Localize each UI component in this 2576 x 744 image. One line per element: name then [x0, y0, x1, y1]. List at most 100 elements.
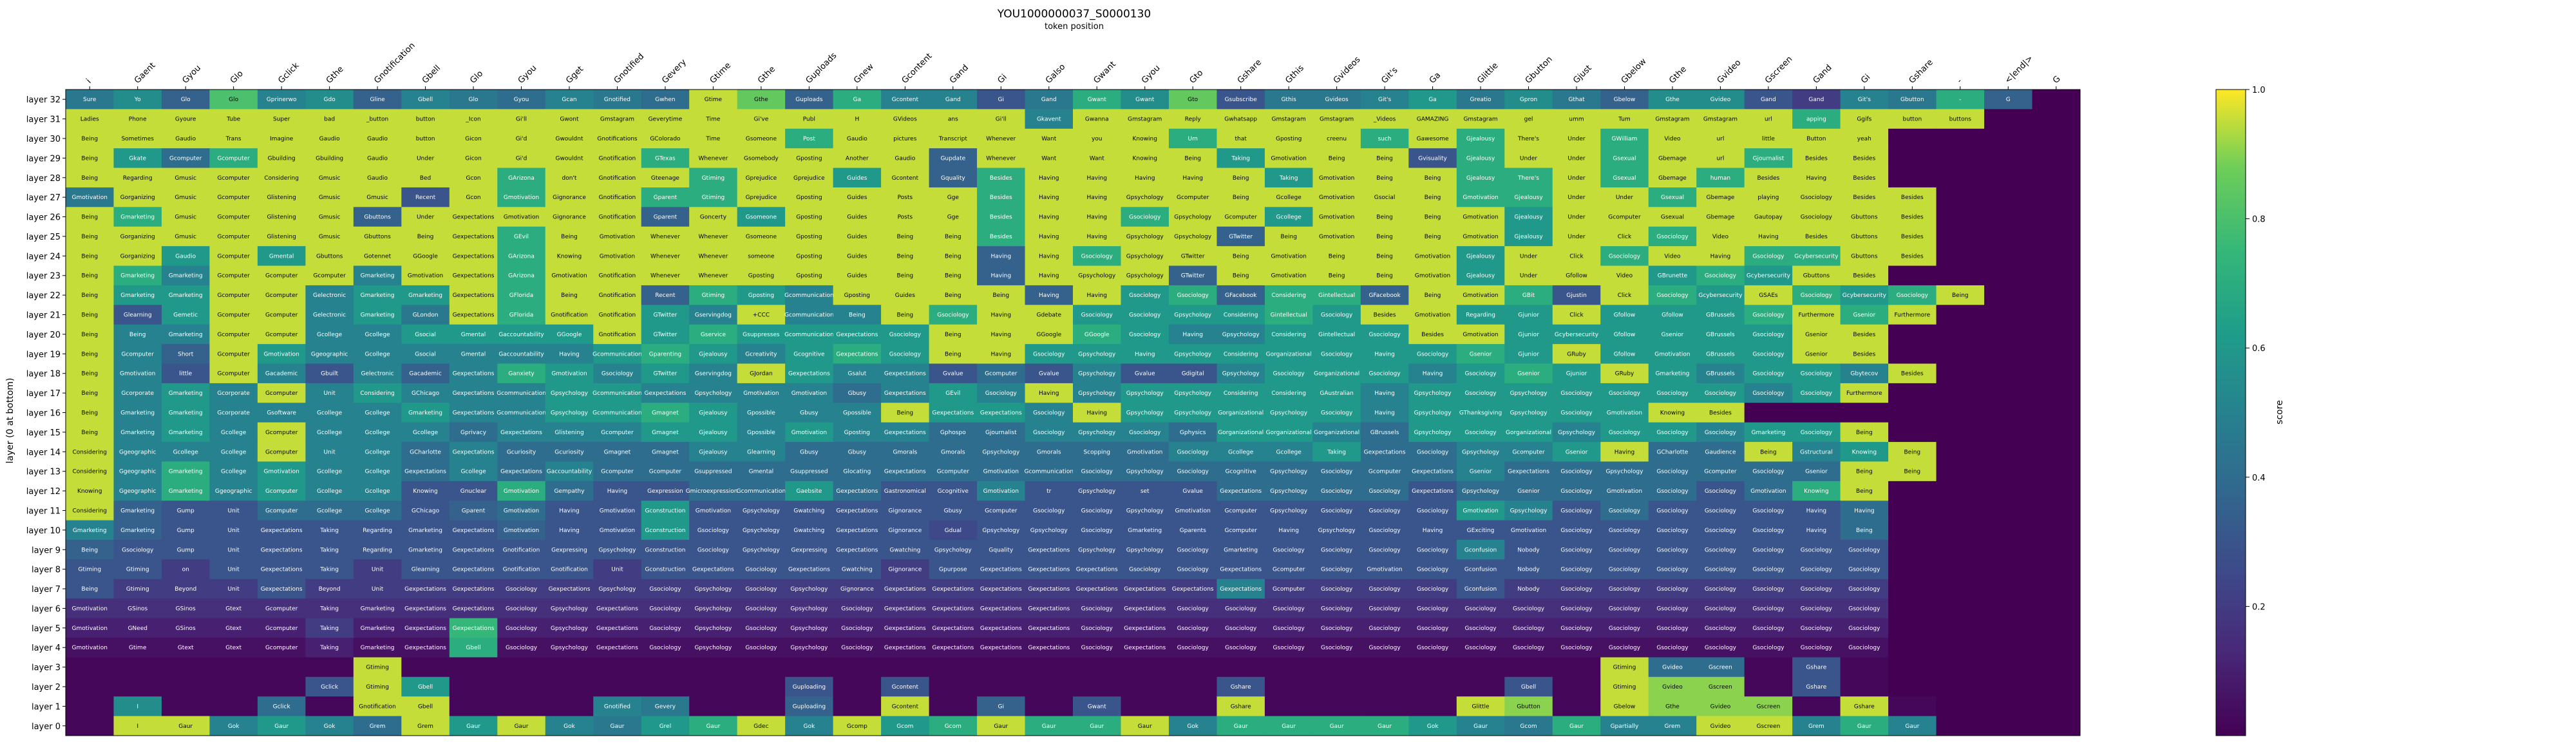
- cell-label: Gsociology: [506, 606, 538, 612]
- cell-label: Gmarketing: [1224, 547, 1258, 553]
- heatmap-cell: [1840, 442, 1889, 462]
- cell-label: buttons: [1949, 117, 1972, 123]
- heatmap-cell: [929, 226, 978, 247]
- heatmap-cell: [305, 363, 354, 384]
- cell-label: Gelectronic: [313, 292, 346, 299]
- cell-label: Gpsychology: [1078, 488, 1116, 495]
- cell-label: Gcommunication: [784, 332, 834, 338]
- heatmap-cell: [1744, 148, 1793, 169]
- cell-label: Gjealousy: [1466, 136, 1495, 142]
- heatmap-cell: [1408, 207, 1457, 227]
- heatmap-cell: [1744, 383, 1793, 403]
- cell-label: Gcollege: [365, 332, 390, 338]
- cell-label: Considering: [264, 175, 299, 182]
- heatmap-cell: [1792, 109, 1841, 129]
- cell-label: button: [1902, 117, 1922, 123]
- cell-label: Gevery: [655, 703, 676, 710]
- cell-label: Gmarketing: [169, 410, 203, 417]
- heatmap-cell: [1936, 90, 1985, 110]
- heatmap-cell: [2032, 403, 2081, 423]
- cell-label: Under: [1616, 195, 1634, 201]
- cell-label: Gbuttons: [1851, 253, 1878, 260]
- heatmap-cell: [209, 324, 258, 345]
- cell-label: Being: [1856, 469, 1873, 475]
- heatmap-cell: [1217, 285, 1265, 305]
- cell-label: Gexpectations: [932, 625, 974, 632]
- heatmap-cell: [1888, 638, 1937, 658]
- cell-label: Gclick: [273, 703, 291, 710]
- cell-label: Gposting: [844, 430, 870, 436]
- heatmap-cell: [1168, 265, 1217, 286]
- heatmap-cell: [1888, 657, 1937, 678]
- cell-label: Gmotivation: [983, 488, 1019, 495]
- cell-label: Gge: [947, 215, 960, 221]
- cell-label: Knowing: [1852, 449, 1877, 455]
- y-tick-label: layer 20: [26, 330, 61, 340]
- heatmap-cell: [1840, 265, 1889, 286]
- cell-label: Gnotification: [551, 567, 588, 573]
- cell-label: Gsociology: [1752, 371, 1785, 377]
- heatmap-cell: [1744, 363, 1793, 384]
- y-tick-label: layer 10: [26, 526, 61, 536]
- cell-label: Gmstagram: [1272, 117, 1306, 123]
- cell-label: Gsenior: [1805, 351, 1828, 358]
- heatmap-cell: [2032, 363, 2081, 384]
- heatmap-cell: [833, 403, 882, 423]
- cell-label: Short: [178, 351, 194, 358]
- heatmap-cell: [2032, 618, 2081, 638]
- x-tick-label: Gevery: [660, 57, 688, 86]
- heatmap-cell: [1984, 167, 2033, 188]
- heatmap-cell: [1648, 285, 1697, 305]
- cell-label: Gsociology: [649, 606, 681, 612]
- cell-label: Ggifs: [1857, 117, 1871, 123]
- heatmap-cell: [881, 383, 930, 403]
- cell-label: Gcognitive: [938, 488, 969, 495]
- heatmap-cell: [2032, 716, 2081, 736]
- heatmap-cell: [1168, 657, 1217, 678]
- cell-label: Gsociology: [122, 547, 154, 553]
- cell-label: Gacademic: [409, 371, 441, 377]
- cell-label: Gparents: [1180, 528, 1206, 534]
- cell-label: Gpsychology: [982, 449, 1020, 455]
- cell-label: Gcomputer: [265, 449, 298, 455]
- x-tick-label: -: [1955, 77, 1964, 86]
- cell-label: Gmotivation: [1463, 508, 1498, 514]
- cell-label: Gmusic: [319, 234, 341, 240]
- cell-label: Phone: [129, 117, 147, 123]
- heatmap-cell: [1696, 90, 1745, 110]
- cell-label: Gmarketing: [120, 410, 155, 417]
- heatmap-cell: [881, 481, 930, 501]
- heatmap-cell: [66, 657, 114, 678]
- heatmap-cell: [449, 148, 498, 169]
- heatmap-cell: [977, 383, 1026, 403]
- heatmap-cell: [161, 187, 210, 207]
- cell-label: Gcognitive: [1226, 469, 1257, 475]
- heatmap-cell: [1792, 481, 1841, 501]
- cell-label: Gexpectations: [932, 645, 974, 651]
- cell-label: Gexpectations: [261, 528, 303, 534]
- heatmap-cell: [1888, 598, 1937, 619]
- heatmap-cell: [1696, 383, 1745, 403]
- cell-label: url: [1765, 117, 1772, 123]
- cell-label: Gsenior: [1470, 469, 1492, 475]
- heatmap-cell: [881, 90, 930, 110]
- cell-label: Gpsychology: [1318, 528, 1356, 534]
- cell-label: Gkavent: [1037, 117, 1061, 123]
- heatmap-cell: [161, 167, 210, 188]
- cell-label: GChicago: [412, 390, 440, 397]
- heatmap-cell: [545, 187, 594, 207]
- cell-label: Gsociology: [1656, 234, 1689, 240]
- cell-label: Gsociology: [1369, 528, 1401, 534]
- cell-label: Tube: [226, 117, 241, 123]
- heatmap-cell: [2032, 90, 2081, 110]
- heatmap-cell: [1552, 442, 1601, 462]
- cell-label: Gaur: [1378, 723, 1392, 730]
- cell-label: Gbell: [418, 703, 433, 710]
- cell-label: Gbemage: [1658, 175, 1687, 182]
- cell-label: Whenever: [986, 155, 1016, 162]
- cell-label: I: [137, 703, 138, 710]
- cell-label: Gpsychology: [1078, 547, 1116, 553]
- heatmap-cell: [1408, 657, 1457, 678]
- heatmap-cell: [1504, 481, 1553, 501]
- cell-label: Gbell: [418, 684, 433, 691]
